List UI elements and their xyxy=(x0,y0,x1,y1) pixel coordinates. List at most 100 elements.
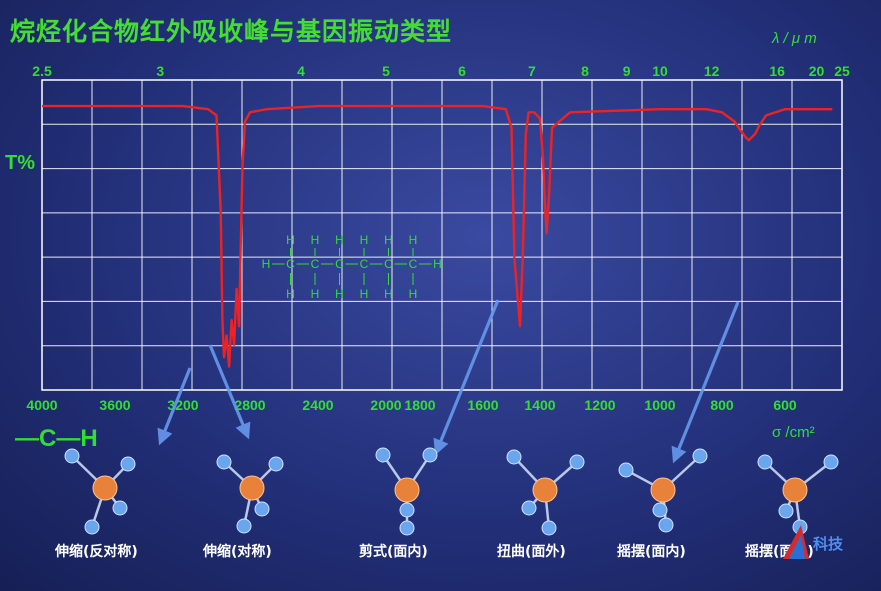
chart-grid xyxy=(41,79,843,391)
pointer-arrow xyxy=(157,367,192,446)
pointer-arrow xyxy=(433,299,500,456)
carbon-atom xyxy=(239,475,265,501)
company-logo: 科技 xyxy=(783,525,844,559)
structure-h: H xyxy=(384,233,393,247)
mode-label-rocking-in-plane: 摇摆(面内) xyxy=(617,544,686,560)
wavenumber-tick-label: 2000 xyxy=(370,397,401,413)
wavelength-unit-label: λ / μ m xyxy=(772,30,817,47)
structure-h: H xyxy=(262,257,271,271)
hydrogen-atom xyxy=(268,456,284,472)
wavenumber-tick-label: 2400 xyxy=(302,397,333,413)
wavelength-tick-label: 25 xyxy=(834,63,850,79)
spectrum-series-line xyxy=(42,104,833,368)
wavelength-tick-label: 5 xyxy=(382,63,390,79)
vibration-molecules xyxy=(64,447,839,536)
structure-c: C xyxy=(384,257,393,271)
molecule-model xyxy=(64,448,136,535)
carbon-atom xyxy=(782,477,808,503)
mode-label-antisymmetric-stretch: 伸缩(反对称) xyxy=(55,544,138,560)
logo-text: 科技 xyxy=(813,535,844,553)
hydrogen-atom xyxy=(422,447,438,463)
mode-label-symmetric-stretch: 伸缩(对称) xyxy=(203,544,272,560)
wavelength-tick-label: 7 xyxy=(528,63,536,79)
mode-label-scissoring: 剪式(面内) xyxy=(359,544,428,560)
group-label: —C—H xyxy=(15,425,98,452)
pointer-arrows xyxy=(157,299,740,464)
hydrogen-atom xyxy=(506,449,522,465)
wavenumber-tick-label: 2800 xyxy=(234,397,265,413)
carbon-atom xyxy=(394,477,420,503)
wavenumber-tick-label: 600 xyxy=(773,397,797,413)
carbon-atom xyxy=(92,475,118,501)
wavenumber-tick-label: 4000 xyxy=(26,397,57,413)
structure-h: H xyxy=(286,287,295,301)
pointer-arrow xyxy=(671,301,740,464)
mode-label-twisting: 扭曲(面外) xyxy=(497,544,566,560)
structure-h: H xyxy=(335,287,344,301)
hydrogen-atom xyxy=(692,448,708,464)
structure-h: H xyxy=(311,287,320,301)
structure-h: H xyxy=(360,287,369,301)
molecule-model xyxy=(506,449,585,536)
wavelength-tick-label: 6 xyxy=(458,63,466,79)
carbon-atom xyxy=(650,477,676,503)
hydrogen-atom xyxy=(375,447,391,463)
hydrogen-atom xyxy=(652,502,668,518)
hydrogen-atom xyxy=(254,501,270,517)
structure-c: C xyxy=(286,257,295,271)
wavenumber-tick-label: 1200 xyxy=(584,397,615,413)
wavenumber-tick-label: 3600 xyxy=(99,397,130,413)
molecule-model xyxy=(216,454,284,534)
hydrogen-atom xyxy=(823,454,839,470)
wavenumber-tick-label: 1600 xyxy=(467,397,498,413)
hydrogen-atom xyxy=(236,518,252,534)
wavenumber-tick-label: 800 xyxy=(710,397,734,413)
structure-c: C xyxy=(360,257,369,271)
structure-h: H xyxy=(433,257,442,271)
structure-h: H xyxy=(384,287,393,301)
wavelength-tick-label: 20 xyxy=(809,63,825,79)
structure-h: H xyxy=(311,233,320,247)
transmittance-label: T% xyxy=(5,152,35,174)
structure-h: H xyxy=(409,287,418,301)
wavelength-tick-label: 2.5 xyxy=(32,63,52,79)
structure-h: H xyxy=(360,233,369,247)
hydrogen-atom xyxy=(521,500,537,516)
hydrogen-atom xyxy=(658,517,674,533)
structure-c: C xyxy=(335,257,344,271)
hydrogen-atom xyxy=(541,520,557,536)
structure-h: H xyxy=(335,233,344,247)
hydrogen-atom xyxy=(216,454,232,470)
wavelength-tick-label: 4 xyxy=(297,63,305,79)
wavelength-tick-label: 9 xyxy=(623,63,631,79)
wavelength-tick-label: 10 xyxy=(652,63,668,79)
structure-c: C xyxy=(409,257,418,271)
wavelength-tick-label: 16 xyxy=(769,63,785,79)
wavenumber-unit-label: σ /cm² xyxy=(772,424,815,441)
wavenumber-tick-label: 1000 xyxy=(644,397,675,413)
hydrogen-atom xyxy=(64,448,80,464)
molecule-model xyxy=(375,447,438,536)
hydrogen-atom xyxy=(399,502,415,518)
wavelength-tick-label: 3 xyxy=(156,63,164,79)
wavenumber-tick-label: 1400 xyxy=(524,397,555,413)
hydrogen-atom xyxy=(120,456,136,472)
wavenumber-tick-label: 1800 xyxy=(404,397,435,413)
wavelength-tick-label: 12 xyxy=(704,63,720,79)
hydrogen-atom xyxy=(112,500,128,516)
molecule-model xyxy=(757,454,839,535)
hydrogen-atom xyxy=(399,520,415,536)
pointer-arrow xyxy=(208,344,251,440)
structure-h: H xyxy=(409,233,418,247)
hydrogen-atom xyxy=(618,462,634,478)
wavelength-tick-label: 8 xyxy=(581,63,589,79)
hydrogen-atom xyxy=(84,519,100,535)
page-title: 烷烃化合物红外吸收峰与基因振动类型 xyxy=(10,17,453,46)
molecule-model xyxy=(618,448,708,533)
hydrogen-atom xyxy=(757,454,773,470)
carbon-atom xyxy=(532,477,558,503)
structure-c: C xyxy=(311,257,320,271)
hydrogen-atom xyxy=(778,503,794,519)
